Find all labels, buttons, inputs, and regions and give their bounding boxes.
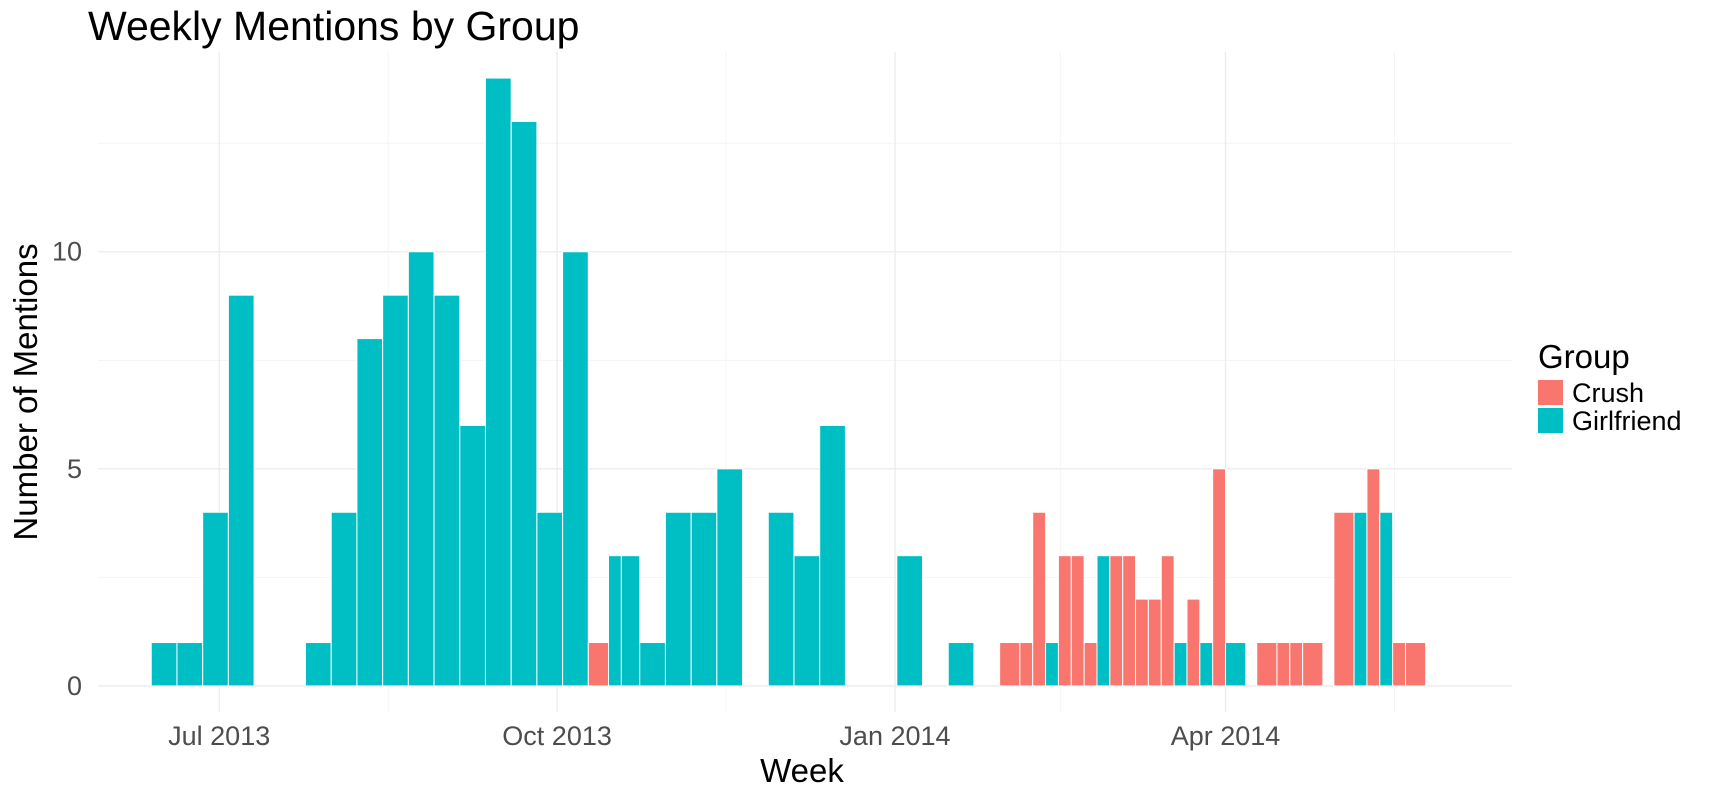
x-tick-label: Jan 2014 (839, 721, 950, 751)
bar-girlfriend (510, 120, 538, 687)
bar-crush (1289, 642, 1304, 687)
bar-crush (1256, 642, 1278, 687)
bar-girlfriend (382, 294, 409, 687)
bar-girlfriend (459, 424, 486, 687)
bar-girlfriend (639, 642, 666, 687)
y-tick-labels: 0 5 10 (52, 237, 82, 701)
bar-girlfriend (608, 555, 622, 687)
bar-crush (999, 642, 1021, 687)
bar-crush (1057, 555, 1072, 687)
bar-girlfriend (767, 511, 795, 687)
bar-girlfriend (664, 511, 692, 687)
grid-layer (98, 52, 1512, 712)
bar-crush (1109, 555, 1124, 687)
bar-crush (1366, 468, 1381, 687)
bar-girlfriend (356, 338, 384, 687)
bar-girlfriend (819, 424, 846, 687)
legend-title: Group (1538, 338, 1630, 375)
bar-crush (1392, 642, 1406, 687)
bar-girlfriend (176, 642, 204, 687)
bar-crush (1070, 555, 1085, 687)
bar-crush (1212, 468, 1227, 687)
bar-crush (1276, 642, 1291, 687)
bar-girlfriend (227, 294, 255, 687)
bar-girlfriend (1199, 642, 1214, 687)
bar-girlfriend (433, 294, 461, 687)
bar-girlfriend (1379, 511, 1394, 687)
x-tick-label: Jul 2013 (168, 721, 270, 751)
bar-girlfriend (562, 251, 589, 687)
bar-girlfriend (407, 251, 435, 687)
bar-crush (1032, 511, 1047, 687)
bars-layer (150, 77, 1427, 687)
bar-crush (1186, 598, 1201, 687)
bar-crush (1083, 642, 1098, 687)
bar-girlfriend (330, 511, 358, 687)
bar-girlfriend (1225, 642, 1247, 687)
x-tick-labels: Jul 2013 Oct 2013 Jan 2014 Apr 2014 (168, 721, 1280, 751)
bar-crush (1019, 642, 1034, 687)
bar-girlfriend (896, 555, 924, 687)
bar-crush (1147, 598, 1162, 687)
bar-girlfriend (716, 468, 744, 687)
bar-girlfriend (1096, 555, 1111, 687)
bar-crush (1160, 555, 1175, 687)
bar-girlfriend (484, 77, 512, 687)
legend-key-girlfriend (1538, 408, 1563, 433)
y-tick-label: 0 (67, 671, 82, 701)
y-tick-label: 10 (52, 237, 82, 267)
bar-girlfriend (202, 511, 229, 687)
bar-girlfriend (1173, 642, 1188, 687)
bar-crush (587, 642, 610, 687)
bar-girlfriend (793, 555, 821, 687)
y-axis-title: Number of Mentions (7, 243, 44, 540)
x-tick-label: Oct 2013 (502, 721, 612, 751)
legend-key-crush (1538, 380, 1563, 405)
bar-girlfriend (1045, 642, 1059, 687)
bar-girlfriend (150, 642, 178, 687)
y-tick-label: 5 (67, 454, 82, 484)
x-axis-title: Week (760, 752, 844, 789)
chart-title: Weekly Mentions by Group (88, 3, 579, 49)
legend-label-girlfriend: Girlfriend (1572, 406, 1682, 436)
bar-crush (1404, 642, 1427, 687)
bar-girlfriend (620, 555, 641, 687)
bar-girlfriend (690, 511, 718, 687)
bar-crush (1333, 511, 1355, 687)
legend-label-crush: Crush (1572, 378, 1644, 408)
bar-girlfriend (947, 642, 975, 687)
bar-girlfriend (536, 511, 564, 687)
x-tick-label: Apr 2014 (1171, 721, 1281, 751)
bar-girlfriend (305, 642, 332, 687)
bar-crush (1122, 555, 1137, 687)
bar-crush (1302, 642, 1324, 687)
bar-crush (1135, 598, 1149, 687)
bar-girlfriend (1353, 511, 1368, 687)
